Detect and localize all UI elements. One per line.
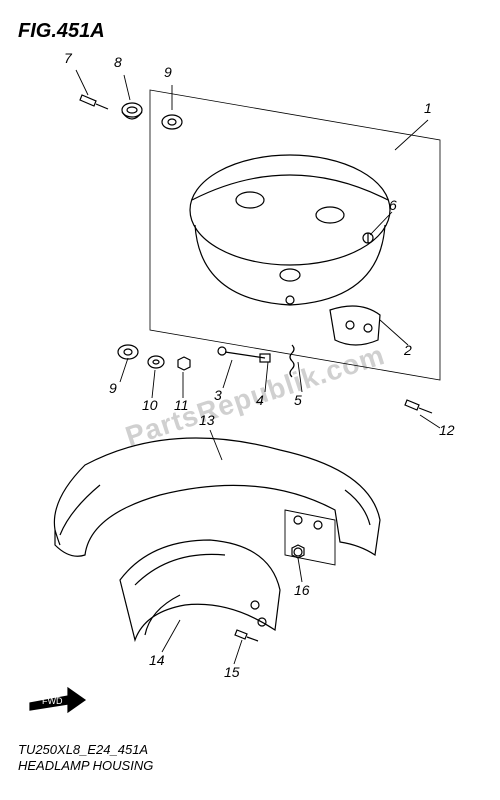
- footer-name: HEADLAMP HOUSING: [18, 758, 153, 773]
- callout-16: 16: [294, 582, 310, 598]
- footer-code: TU250XL8_E24_451A: [18, 742, 148, 757]
- callout-14: 14: [149, 652, 165, 668]
- callout-4: 4: [256, 392, 264, 408]
- callout-9: 9: [109, 380, 117, 396]
- callout-15: 15: [224, 664, 240, 680]
- fwd-label: FWD: [42, 696, 63, 706]
- callout-8: 8: [114, 54, 122, 70]
- callout-5: 5: [294, 392, 302, 408]
- callout-13: 13: [199, 412, 215, 428]
- callout-2: 2: [404, 342, 412, 358]
- callout-11: 11: [174, 397, 189, 413]
- callout-6: 6: [389, 197, 397, 213]
- callout-10: 10: [142, 397, 158, 413]
- callout-9: 9: [164, 64, 172, 80]
- parts-diagram: FWD: [0, 0, 500, 800]
- callout-1: 1: [424, 100, 432, 116]
- callout-3: 3: [214, 387, 222, 403]
- callout-12: 12: [439, 422, 455, 438]
- callout-7: 7: [64, 50, 72, 66]
